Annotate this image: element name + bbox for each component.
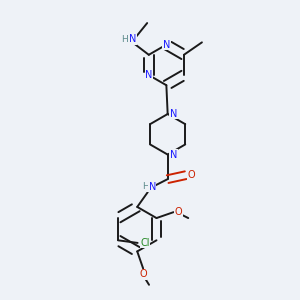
Text: H: H bbox=[122, 35, 128, 44]
Text: N: N bbox=[145, 70, 152, 80]
Text: N: N bbox=[170, 109, 177, 119]
Text: Cl: Cl bbox=[140, 238, 150, 248]
Text: O: O bbox=[188, 170, 195, 180]
Text: N: N bbox=[163, 40, 170, 50]
Text: N: N bbox=[148, 182, 156, 192]
Text: N: N bbox=[129, 34, 136, 44]
Text: N: N bbox=[170, 150, 177, 160]
Text: O: O bbox=[175, 207, 183, 217]
Text: H: H bbox=[142, 182, 149, 191]
Text: O: O bbox=[139, 269, 147, 279]
